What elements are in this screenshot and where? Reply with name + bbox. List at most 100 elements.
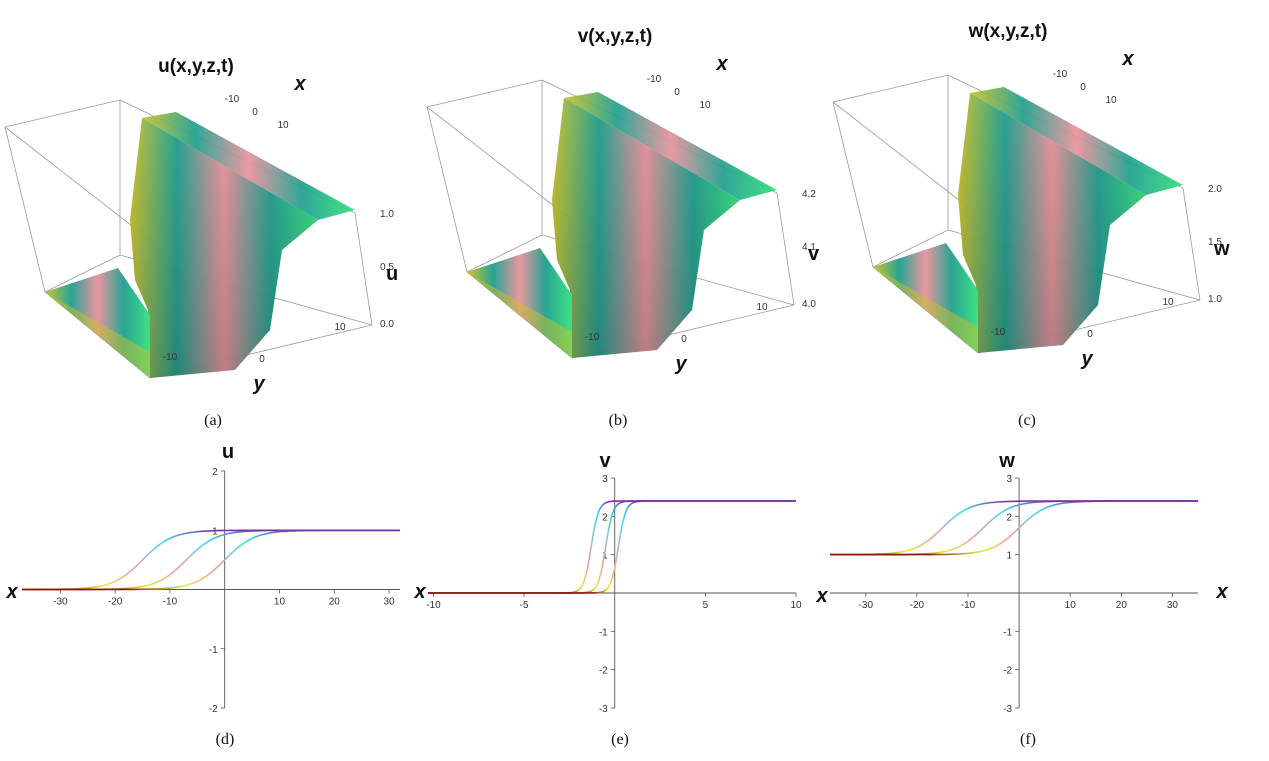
x-tick-label: 30 <box>383 597 395 608</box>
y-tick-label: -3 <box>1003 704 1012 715</box>
z-tick-label: 2.0 <box>1208 184 1222 195</box>
y-tick-label: 0 <box>681 334 687 345</box>
y-tick-label: -2 <box>209 704 218 715</box>
surface-high-plateau <box>970 87 1183 195</box>
series-line <box>830 500 1198 556</box>
surface <box>45 112 355 378</box>
x-axis-label: x <box>1215 581 1228 603</box>
series-line <box>22 529 400 591</box>
x-axis-label: x <box>293 73 306 95</box>
y-tick-label: 10 <box>756 302 768 313</box>
title-w: w(x,y,z,t) <box>968 21 1048 42</box>
surface-group: -10 0 10 -10 0 10 4.0 4.1 4.2 x y v <box>426 53 820 375</box>
box-edge <box>4 126 46 293</box>
x-tick-label: 10 <box>274 597 286 608</box>
x-axis-label: x <box>413 581 426 603</box>
y-tick-label: 1 <box>1007 551 1013 562</box>
x-tick-label: 0 <box>252 107 258 118</box>
box-edge <box>4 126 151 241</box>
y-tick-label: 0 <box>1087 329 1093 340</box>
y-axis-label: w <box>998 450 1015 472</box>
z-tick-label: 1.0 <box>1208 294 1222 305</box>
x-tick-label: -10 <box>647 74 662 85</box>
y-tick-label: 2 <box>1007 512 1013 523</box>
line-plot-v: -10 -5 5 10 -3 -2 -1 1 2 3 x v <box>413 450 802 715</box>
y-tick-label: 2 <box>212 467 218 478</box>
y-tick-label: -2 <box>1003 666 1012 677</box>
surface-shade <box>552 98 740 358</box>
caption-d: (d) <box>215 731 235 748</box>
x-tick-label: -10 <box>225 94 240 105</box>
z-tick-label: 1.0 <box>380 209 394 220</box>
y-axis-label: v <box>599 450 611 472</box>
x-axis-label: x <box>815 585 828 607</box>
box-edge <box>466 234 543 273</box>
y-axis-label: u <box>222 441 234 463</box>
x-tick-label: -10 <box>426 600 441 611</box>
box-edge <box>426 79 543 108</box>
x-axis-label: x <box>5 581 18 603</box>
surface-low-edge <box>873 267 978 353</box>
x-tick-label: -30 <box>859 600 874 611</box>
y-tick-label: -1 <box>209 645 218 656</box>
y-tick-label: 0 <box>259 354 265 365</box>
surface-shade <box>130 118 318 378</box>
y-tick-label: 3 <box>1007 474 1013 485</box>
caption-b: (b) <box>608 412 628 429</box>
surface-plot-u: -10 0 10 -10 0 10 0.0 0.5 1.0 x y u <box>4 73 398 395</box>
z-axis-label: w <box>1213 238 1230 260</box>
x-tick-label: 0 <box>1080 82 1086 93</box>
box-edge <box>4 99 121 128</box>
z-tick-label: 0.0 <box>380 319 394 330</box>
z-tick-label: 4.0 <box>802 299 816 310</box>
x-tick-label: -20 <box>108 597 123 608</box>
x-tick-label: 5 <box>703 600 709 611</box>
box-edge <box>832 74 949 103</box>
box-edge <box>776 192 795 306</box>
caption-a: (a) <box>204 412 222 429</box>
surface <box>873 87 1183 353</box>
y-tick-label: 3 <box>602 474 608 485</box>
x-tick-label: 20 <box>1116 600 1128 611</box>
y-axis-label: y <box>674 353 687 375</box>
box-edge <box>832 101 874 268</box>
y-tick-label: 10 <box>334 322 346 333</box>
surface-plot-v: -10 0 10 -10 0 10 4.0 4.1 4.2 x y v <box>426 53 820 375</box>
line-plot-w: -30 -20 -10 10 20 30 -3 -2 -1 1 2 3 x x w <box>815 450 1228 715</box>
z-tick-label: 4.2 <box>802 189 816 200</box>
title-v: v(x,y,z,t) <box>577 26 653 47</box>
box-edge <box>872 229 949 268</box>
y-axis-label: y <box>252 373 265 395</box>
x-tick-label: -20 <box>910 600 925 611</box>
x-tick-label: 30 <box>1167 600 1179 611</box>
box-edge <box>426 106 468 273</box>
z-axis-label: u <box>386 263 398 285</box>
x-tick-label: 10 <box>699 100 711 111</box>
surface-group: -10 0 10 -10 0 10 1.0 1.5 2.0 x y w <box>832 48 1230 370</box>
x-tick-label: -10 <box>1053 69 1068 80</box>
x-tick-label: 10 <box>790 600 802 611</box>
y-tick-label: -1 <box>599 627 608 638</box>
box-edge <box>832 101 979 216</box>
box-edge <box>426 106 573 221</box>
y-tick-label: 2 <box>602 512 608 523</box>
surface-low-edge <box>45 292 150 378</box>
z-tick-label: 1.5 <box>1208 237 1222 248</box>
surface-plot-w: -10 0 10 -10 0 10 1.0 1.5 2.0 x y w <box>832 48 1230 370</box>
x-tick-label: -10 <box>163 597 178 608</box>
x-tick-label: 20 <box>329 597 341 608</box>
x-tick-label: 10 <box>277 120 289 131</box>
y-tick-label: 1 <box>602 551 608 562</box>
y-axis-label: y <box>1080 348 1093 370</box>
caption-c: (c) <box>1018 412 1036 429</box>
y-tick-label: -2 <box>599 666 608 677</box>
x-tick-label: 0 <box>674 87 680 98</box>
x-axis-label: x <box>715 53 728 75</box>
box-edge <box>44 254 121 293</box>
x-tick-label: -30 <box>53 597 68 608</box>
series-line <box>22 529 400 591</box>
y-tick-label: -10 <box>585 332 600 343</box>
line-plot-u: -30 -20 -10 10 20 30 -2 -1 1 2 x u <box>5 441 400 715</box>
y-tick-label: -3 <box>599 704 608 715</box>
surface-group: -10 0 10 -10 0 10 0.0 0.5 1.0 x y u <box>4 73 398 395</box>
